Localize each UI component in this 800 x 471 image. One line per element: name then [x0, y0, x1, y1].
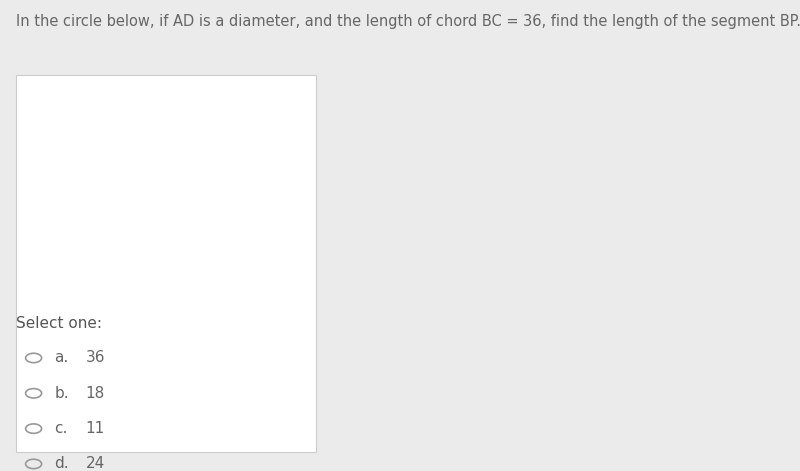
Text: P: P [157, 247, 166, 262]
Text: b.: b. [54, 386, 69, 401]
Text: 11: 11 [86, 421, 105, 436]
Text: B: B [171, 154, 182, 169]
Text: 36: 36 [86, 350, 105, 365]
Text: Select one:: Select one: [16, 316, 102, 331]
Text: 24: 24 [86, 456, 105, 471]
Text: In the circle below, if AD is a diameter, and the length of chord BC = 36, find : In the circle below, if AD is a diameter… [16, 14, 800, 29]
Text: d.: d. [54, 456, 69, 471]
Text: a.: a. [54, 350, 69, 365]
Text: 18: 18 [86, 386, 105, 401]
Text: C: C [171, 358, 182, 374]
Text: A: A [51, 256, 62, 271]
Text: c.: c. [54, 421, 68, 436]
Text: D: D [253, 256, 264, 271]
